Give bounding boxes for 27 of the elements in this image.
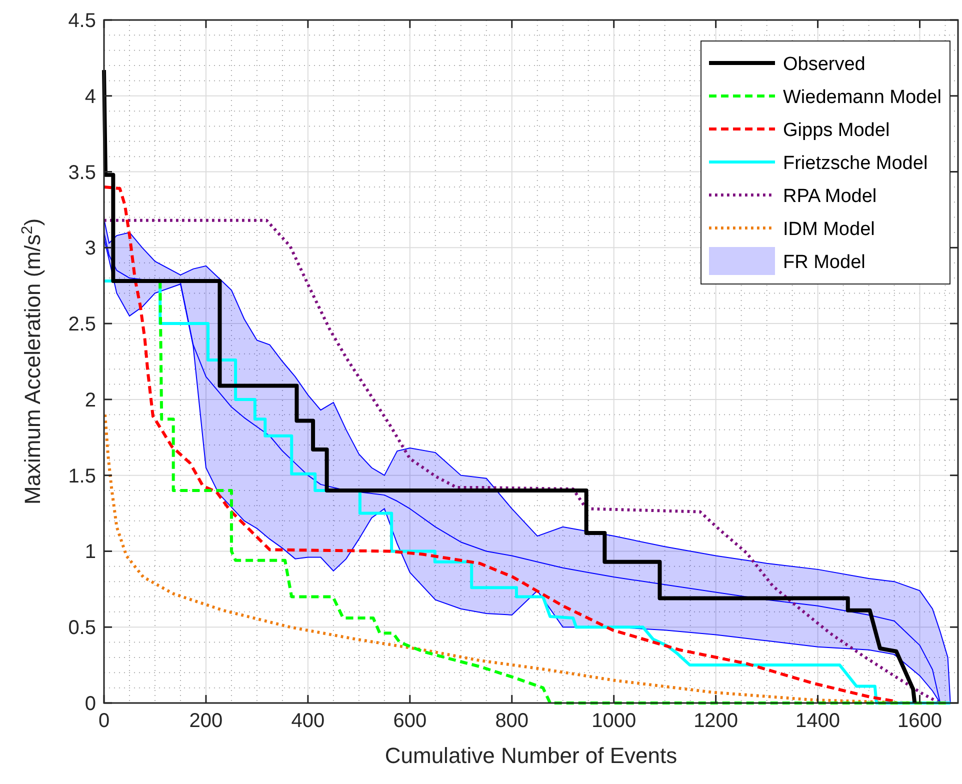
x-tick-label: 600: [393, 710, 427, 732]
x-tick-label: 800: [495, 710, 529, 732]
x-tick-label: 1000: [592, 710, 636, 732]
x-tick-label: 200: [189, 710, 223, 732]
y-tick-label: 2: [84, 389, 96, 412]
legend-label: Wiedemann Model: [783, 87, 942, 108]
y-tick-label: 4.5: [68, 10, 96, 32]
x-tick-label: 1200: [694, 710, 738, 732]
legend-label: RPA Model: [783, 186, 877, 207]
y-tick-label: 3: [84, 238, 96, 260]
x-tick-label: 1400: [796, 710, 840, 732]
y-tick-label: 3.5: [68, 162, 96, 184]
x-tick-label: 0: [98, 710, 110, 732]
y-tick-label: 2.5: [68, 314, 96, 336]
y-tick-label: 0.5: [68, 617, 96, 640]
x-axis-title: Cumulative Number of Events: [384, 743, 678, 768]
legend-label: IDM Model: [783, 219, 875, 240]
x-tick-label: 400: [291, 710, 325, 732]
x-tick-label: 1600: [898, 710, 942, 732]
y-tick-label: 1: [84, 541, 96, 564]
legend-label: FR Model: [783, 252, 866, 273]
legend-label: Gipps Model: [783, 120, 890, 141]
y-tick-label: 1.5: [68, 465, 96, 488]
legend-label: Frietzsche Model: [783, 153, 928, 174]
legend-label: Observed: [783, 54, 866, 75]
y-tick-label: 0: [84, 693, 96, 715]
y-tick-label: 4: [84, 86, 96, 108]
